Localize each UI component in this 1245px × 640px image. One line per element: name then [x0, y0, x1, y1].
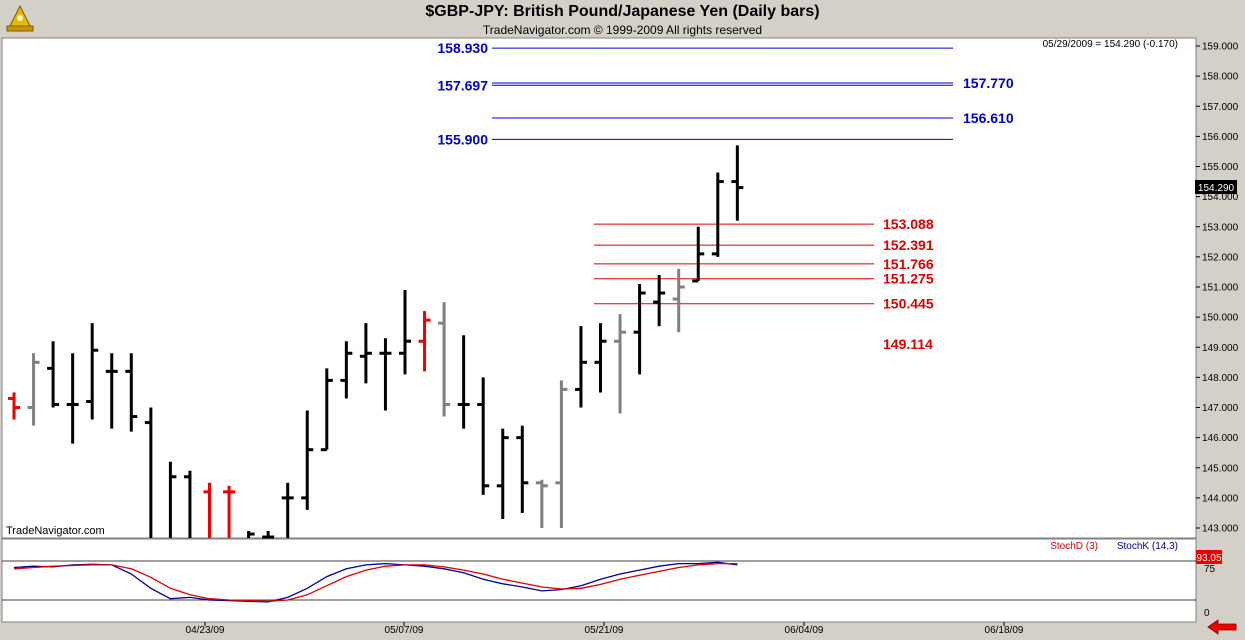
y-tick-label: 149.000 [1202, 343, 1239, 354]
scroll-left-arrow-icon[interactable] [1206, 619, 1238, 635]
y-tick-label: 147.000 [1202, 403, 1239, 414]
stoch-tick-0: 0 [1204, 608, 1210, 619]
x-tick-label: 05/07/09 [385, 625, 424, 636]
stochd-legend: StochD (3) [1050, 541, 1098, 552]
chart-title: $GBP-JPY: British Pound/Japanese Yen (Da… [425, 3, 820, 20]
x-axis: 04/23/09 05/07/09 05/21/09 06/04/09 06/18/09 [186, 622, 1024, 636]
y-tick-label: 143.000 [1202, 524, 1239, 535]
stochastic-panel [1, 538, 1197, 623]
x-tick-label: 06/04/09 [785, 625, 824, 636]
trade-navigator-logo-icon [4, 4, 36, 34]
last-price-info: 05/29/2009 = 154.290 (-0.170) [1043, 39, 1178, 50]
y-tick-label: 153.000 [1202, 222, 1239, 233]
support-label: 153.088 [883, 216, 934, 232]
chart-subtitle: TradeNavigator.com © 1999-2009 All right… [482, 23, 763, 37]
stochastic-layer [2, 560, 1196, 603]
support-label: 149.114 [883, 336, 933, 352]
y-tick-label: 151.000 [1202, 283, 1239, 294]
resistance-label: 158.930 [437, 40, 488, 56]
y-tick-label: 159.000 [1202, 42, 1239, 53]
stoch-k-line [13, 561, 738, 603]
y-tick-label: 150.000 [1202, 313, 1239, 324]
support-label: 152.391 [883, 237, 934, 253]
support-label: 150.445 [883, 296, 934, 312]
stoch-tick-75: 75 [1204, 564, 1216, 575]
y-tick-label: 145.000 [1202, 463, 1239, 474]
y-tick-label: 155.000 [1202, 162, 1239, 173]
support-label: 151.766 [883, 256, 934, 272]
y-tick-label: 154.000 [1202, 192, 1239, 203]
levels-layer: 158.930 157.770 157.697 156.610 155.900 153.0… [437, 40, 1013, 352]
bars-layer [8, 145, 744, 539]
x-tick-label: 05/21/09 [585, 625, 624, 636]
y-tick-label: 152.000 [1202, 252, 1239, 263]
x-tick-label: 06/18/09 [985, 625, 1024, 636]
y-axis: 143.000 144.000 145.000 146.000 147.000 148.0… [1196, 42, 1239, 535]
y-tick-label: 158.000 [1202, 72, 1239, 83]
price-tag: 154.290 [1198, 183, 1235, 194]
support-label: 151.275 [883, 271, 934, 287]
resistance-label: 155.900 [437, 131, 488, 147]
y-tick-label: 146.000 [1202, 433, 1239, 444]
y-tick-label: 144.000 [1202, 493, 1239, 504]
resistance-label: 156.610 [963, 110, 1014, 126]
x-tick-label: 04/23/09 [186, 625, 225, 636]
watermark: TradeNavigator.com [6, 525, 105, 537]
price-tag-bg [1195, 180, 1237, 194]
y-tick-label: 157.000 [1202, 102, 1239, 113]
y-tick-label: 156.000 [1202, 132, 1239, 143]
resistance-label: 157.697 [437, 77, 488, 93]
y-tick-label: 148.000 [1202, 373, 1239, 384]
stochk-legend: StochK (14,3) [1117, 541, 1178, 552]
stoch-value-tag: 93.05 [1196, 553, 1221, 564]
resistance-label: 157.770 [963, 75, 1014, 91]
stoch-d-line [13, 562, 738, 602]
price-panel [1, 37, 1197, 539]
stoch-value-tag-bg [1196, 550, 1222, 564]
